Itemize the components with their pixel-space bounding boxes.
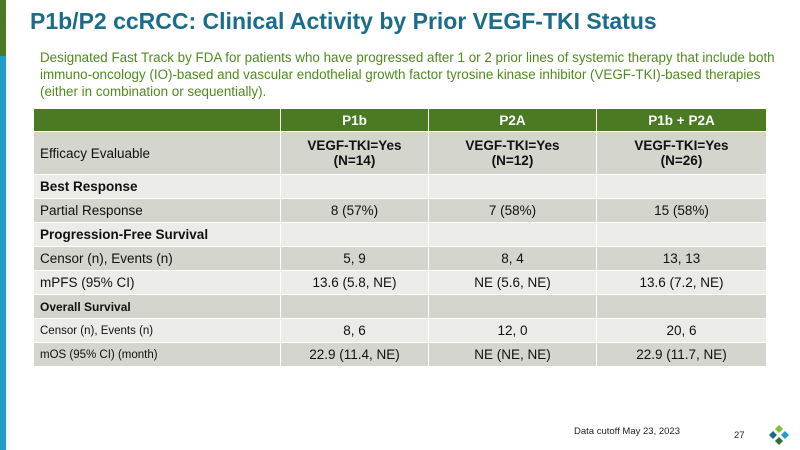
table-row-os-censor: Censor (n), Events (n) 8, 6 12, 0 20, 6 (33, 318, 767, 343)
table-row-mpfs: mPFS (95% CI) 13.6 (5.8, NE) NE (5.6, NE… (33, 270, 767, 295)
cell-value: NE (5.6, NE) (428, 270, 597, 295)
cell-value: 22.9 (11.4, NE) (280, 342, 429, 367)
header-blank (33, 108, 281, 132)
row-label: mPFS (95% CI) (33, 270, 281, 295)
row-label: Partial Response (33, 198, 281, 223)
cell-value: 8, 6 (280, 318, 429, 343)
header-p2a: P2A (428, 108, 597, 132)
cell-value: 7 (58%) (428, 198, 597, 223)
table-row-best-response: Best Response (33, 174, 767, 199)
table-row-efficacy: Efficacy Evaluable VEGF-TKI=Yes (N=14) V… (33, 131, 767, 175)
row-label: Efficacy Evaluable (33, 131, 281, 175)
cell-line: VEGF-TKI=Yes (465, 138, 560, 153)
section-label: Best Response (33, 174, 281, 199)
cell-value: 13.6 (5.8, NE) (280, 270, 429, 295)
table-row-pfs-censor: Censor (n), Events (n) 5, 9 8, 4 13, 13 (33, 246, 767, 271)
page-number: 27 (734, 430, 745, 441)
header-combined: P1b + P2A (596, 108, 767, 132)
row-label: mOS (95% CI) (month) (33, 342, 281, 367)
slide-title: P1b/P2 ccRCC: Clinical Activity by Prior… (30, 8, 657, 34)
row-label: Censor (n), Events (n) (33, 246, 281, 271)
section-label: Overall Survival (33, 294, 281, 319)
cell-value: 8 (57%) (280, 198, 429, 223)
cell-value: 13.6 (7.2, NE) (596, 270, 767, 295)
clinical-activity-table: P1b P2A P1b + P2A Efficacy Evaluable VEG… (33, 108, 767, 367)
table-header-row: P1b P2A P1b + P2A (33, 108, 767, 132)
cell-line: (N=12) (491, 153, 534, 168)
cell-value: 8, 4 (428, 246, 597, 271)
header-p1b: P1b (280, 108, 429, 132)
company-logo-icon (769, 425, 789, 445)
data-cutoff-note: Data cutoff May 23, 2023 (574, 426, 680, 437)
slide-subtitle: Designated Fast Track by FDA for patient… (40, 50, 775, 99)
cell-efficacy-p2a: VEGF-TKI=Yes (N=12) (428, 131, 597, 175)
table-row-os: Overall Survival (33, 294, 767, 319)
accent-bar-blue (0, 56, 6, 450)
cell-value: NE (NE, NE) (428, 342, 597, 367)
cell-efficacy-combined: VEGF-TKI=Yes (N=26) (596, 131, 767, 175)
row-label: Censor (n), Events (n) (33, 318, 281, 343)
section-label: Progression-Free Survival (33, 222, 281, 247)
table-row-mos: mOS (95% CI) (month) 22.9 (11.4, NE) NE … (33, 342, 767, 367)
cell-line: (N=14) (333, 153, 376, 168)
cell-value: 13, 13 (596, 246, 767, 271)
cell-value: 22.9 (11.7, NE) (596, 342, 767, 367)
cell-line: VEGF-TKI=Yes (307, 138, 402, 153)
table-row-pfs: Progression-Free Survival (33, 222, 767, 247)
cell-line: (N=26) (660, 153, 703, 168)
cell-value: 5, 9 (280, 246, 429, 271)
cell-line: VEGF-TKI=Yes (634, 138, 729, 153)
cell-efficacy-p1b: VEGF-TKI=Yes (N=14) (280, 131, 429, 175)
cell-value: 20, 6 (596, 318, 767, 343)
cell-value: 12, 0 (428, 318, 597, 343)
cell-value: 15 (58%) (596, 198, 767, 223)
table-row-partial-response: Partial Response 8 (57%) 7 (58%) 15 (58%… (33, 198, 767, 223)
accent-bar-green (0, 0, 6, 56)
